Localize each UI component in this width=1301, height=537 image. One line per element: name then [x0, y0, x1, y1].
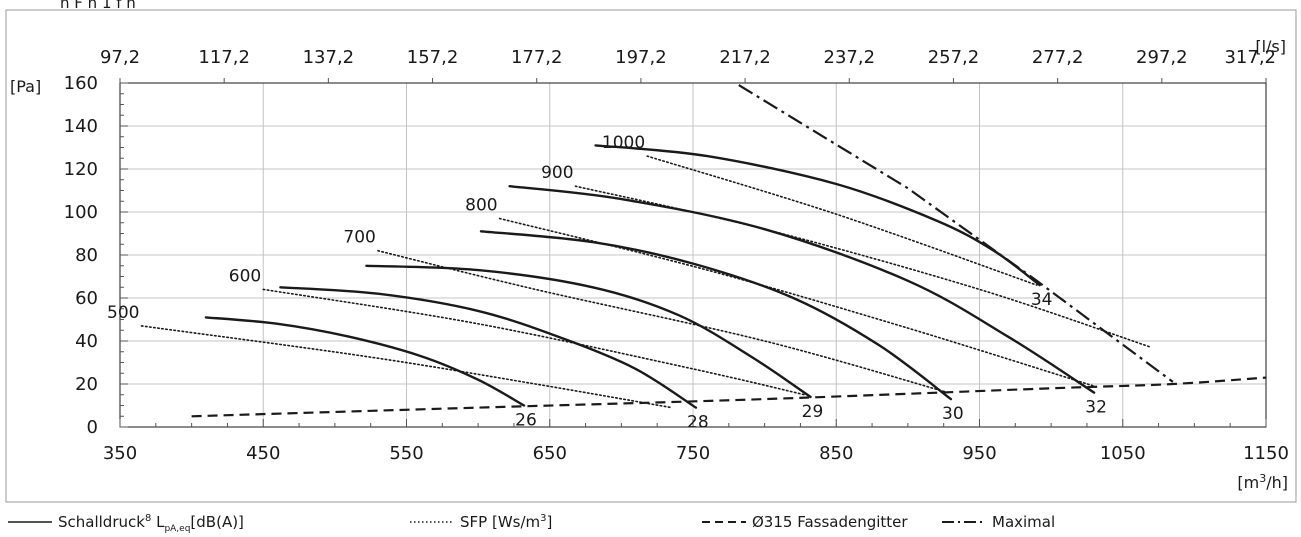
sound-pressure-curve	[508, 185, 1096, 394]
y-tick-label: 20	[75, 374, 98, 395]
x2-tick-label: 217,2	[719, 47, 771, 68]
x2-tick-label: 257,2	[928, 47, 980, 68]
sfp-curve-label: 700	[343, 228, 375, 248]
axis-ticks	[119, 78, 1267, 428]
x2-tick-label: 317,2	[1224, 47, 1276, 68]
legend-label-schalldruck: Schalldruck8 LpA,eq[dB(A)]	[58, 513, 244, 534]
sound-pressure-label: 30	[942, 404, 964, 424]
sfp-curve-line	[262, 288, 806, 396]
axis-tick-labels: 350 450 550 650 750 850 950 1050 1150 0 20 40 60 80 10…	[64, 47, 1289, 464]
x-tick-label: 350	[103, 443, 137, 464]
x2-unit-label: [l/s]	[1255, 37, 1286, 56]
y-tick-label: 60	[75, 288, 98, 309]
sound-pressure-label: 28	[687, 413, 709, 433]
y-unit-label: [Pa]	[10, 77, 41, 96]
sfp-curve-line	[646, 155, 1038, 286]
sound-pressure-curve	[594, 144, 1041, 287]
sound-pressure-curve	[279, 286, 698, 409]
x2-tick-label: 197,2	[615, 47, 667, 68]
y-tick-label: 120	[64, 159, 98, 180]
grid-lines	[120, 83, 1266, 427]
x2-tick-label: 237,2	[824, 47, 876, 68]
sfp-curve-label: 800	[465, 195, 497, 215]
x-tick-label: 950	[962, 443, 996, 464]
x-tick-label: 750	[676, 443, 710, 464]
x-unit-label: [m3/h]	[1237, 472, 1288, 492]
sound-pressure-label: 26	[515, 411, 537, 431]
legend-label-maximal: Maximal	[992, 513, 1055, 531]
y-tick-label: 80	[75, 245, 98, 266]
y-tick-label: 100	[64, 202, 98, 223]
fassadengitter-line	[191, 376, 1267, 418]
sfp-curve-label: 900	[541, 163, 573, 183]
x2-tick-label: 137,2	[303, 47, 355, 68]
chart-frame	[5, 9, 1297, 503]
x2-tick-label: 177,2	[511, 47, 563, 68]
sound-pressure-curve	[479, 230, 953, 401]
x2-tick-label: 97,2	[100, 47, 140, 68]
sound-pressure-label: 32	[1085, 398, 1107, 418]
sfp-curve-line	[498, 217, 1095, 387]
x-tick-label: 1150	[1243, 443, 1289, 464]
x-tick-label: 450	[246, 443, 280, 464]
sound-pressure-curve	[365, 264, 812, 399]
chart-series: 500 600 700 800 900 1000 26 28 29 30 32 34	[107, 84, 1267, 433]
legend-label-fassadengitter: Ø315 Fassadengitter	[752, 513, 908, 531]
x2-tick-label: 297,2	[1136, 47, 1188, 68]
y-tick-label: 40	[75, 331, 98, 352]
x-tick-label: 850	[819, 443, 853, 464]
sound-pressure-label: 34	[1031, 290, 1053, 310]
sound-pressure-curve	[204, 316, 526, 407]
sfp-curve-label: 1000	[602, 133, 645, 153]
legend: Schalldruck8 LpA,eq[dB(A)] SFP [Ws/m3] Ø…	[8, 513, 1055, 534]
sfp-curve-label: 500	[107, 303, 139, 323]
x2-tick-label: 277,2	[1032, 47, 1084, 68]
y-tick-label: 160	[64, 73, 98, 94]
y-tick-label: 0	[87, 417, 98, 438]
sfp-curve-label: 600	[229, 266, 261, 286]
y-tick-label: 140	[64, 116, 98, 137]
x2-tick-label: 157,2	[407, 47, 459, 68]
x2-tick-label: 117,2	[198, 47, 250, 68]
sfp-curve-line	[574, 185, 1153, 349]
sound-pressure-label: 29	[802, 402, 824, 422]
maximal-line	[738, 84, 1174, 383]
sfp-curve-line	[140, 325, 673, 409]
page-heading: n F h 1 f h	[60, 0, 136, 12]
legend-label-sfp: SFP [Ws/m3]	[460, 513, 552, 531]
x-tick-label: 650	[533, 443, 567, 464]
x-tick-label: 550	[389, 443, 423, 464]
x-tick-label: 1050	[1100, 443, 1146, 464]
